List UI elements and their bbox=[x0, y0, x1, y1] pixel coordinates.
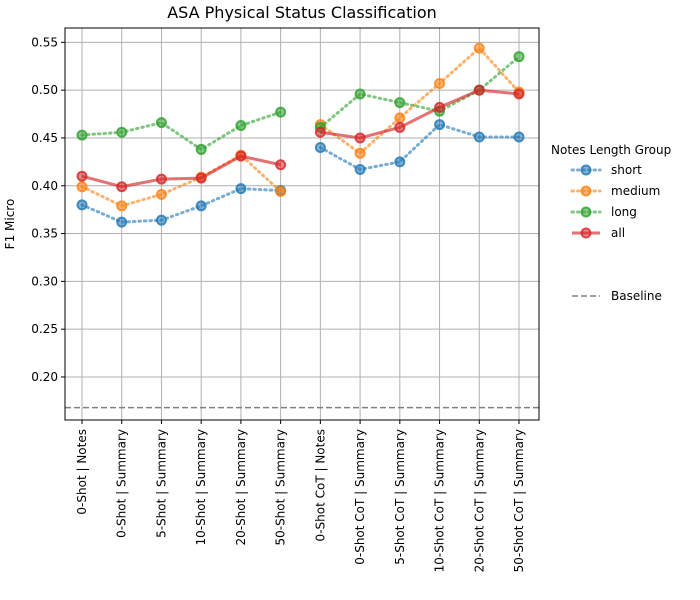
y-tick-label: 0.40 bbox=[31, 179, 58, 193]
x-tick-label: 20-Shot | Summary bbox=[234, 429, 248, 546]
x-tick-label: 5-Shot | Summary bbox=[154, 429, 168, 538]
grid bbox=[65, 28, 539, 420]
data-point-long bbox=[513, 51, 525, 63]
x-tick-label: 20-Shot CoT | Summary bbox=[472, 429, 486, 572]
x-tick-label: 0-Shot | Notes bbox=[75, 429, 89, 515]
data-point-long bbox=[354, 88, 366, 100]
data-point-all bbox=[275, 159, 287, 171]
data-point-short bbox=[513, 131, 525, 143]
series-line-all bbox=[320, 88, 520, 140]
chart-title: ASA Physical Status Classification bbox=[167, 3, 437, 22]
series-line-short bbox=[80, 187, 283, 224]
data-point-all bbox=[394, 121, 406, 133]
legend-title: Notes Length Group bbox=[551, 143, 671, 157]
data-point-all bbox=[195, 172, 207, 184]
data-point-long bbox=[155, 117, 167, 129]
data-point-all bbox=[155, 173, 167, 185]
data-point-short bbox=[314, 142, 326, 154]
data-point-short bbox=[473, 131, 485, 143]
data-point-short bbox=[195, 200, 207, 212]
y-tick-label: 0.50 bbox=[31, 83, 58, 97]
legend-marker-medium bbox=[580, 185, 592, 197]
x-tick-label: 5-Shot CoT | Summary bbox=[393, 429, 407, 565]
data-point-long bbox=[195, 143, 207, 155]
y-tick-label: 0.25 bbox=[31, 322, 58, 336]
data-point-medium bbox=[354, 147, 366, 159]
x-axis-ticks: 0-Shot | Notes 0-Shot | Summary 5-Shot | S… bbox=[75, 420, 526, 572]
data-point-long bbox=[235, 120, 247, 132]
x-tick-label: 0-Shot CoT | Notes bbox=[313, 429, 327, 541]
legend-label-short: short bbox=[611, 163, 642, 177]
y-tick-label: 0.35 bbox=[31, 227, 58, 241]
x-tick-label: 0-Shot CoT | Summary bbox=[353, 429, 367, 565]
x-tick-label: 10-Shot CoT | Summary bbox=[433, 429, 447, 572]
data-point-short bbox=[434, 119, 446, 131]
y-tick-label: 0.55 bbox=[31, 35, 58, 49]
data-point-short bbox=[116, 216, 128, 228]
legend-marker-all bbox=[580, 227, 592, 239]
y-tick-label: 0.20 bbox=[31, 370, 58, 384]
x-tick-label: 0-Shot | Summary bbox=[115, 429, 129, 538]
legend-label-all: all bbox=[611, 226, 625, 240]
data-point-all bbox=[513, 88, 525, 100]
data-point-short bbox=[354, 164, 366, 176]
y-tick-label: 0.45 bbox=[31, 131, 58, 145]
data-point-medium bbox=[116, 200, 128, 212]
legend-marker-long bbox=[580, 206, 592, 218]
series-line-medium bbox=[80, 153, 283, 208]
data-point-long bbox=[394, 97, 406, 109]
data-point-all bbox=[314, 126, 326, 138]
series-line-long bbox=[318, 55, 521, 129]
series-layer bbox=[76, 42, 525, 228]
data-point-long bbox=[275, 106, 287, 118]
legend-label-long: long bbox=[611, 205, 637, 219]
legend-marker-short bbox=[580, 164, 592, 176]
data-point-long bbox=[76, 129, 88, 141]
data-point-all bbox=[434, 101, 446, 113]
data-point-medium bbox=[275, 185, 287, 197]
data-point-short bbox=[394, 156, 406, 168]
series-line-medium bbox=[318, 46, 521, 155]
data-point-medium bbox=[394, 112, 406, 124]
data-point-medium bbox=[473, 42, 485, 54]
y-axis-ticks: 0.20 0.25 0.30 0.35 0.40 0.45 0.50 0.55 bbox=[31, 35, 65, 384]
data-point-short bbox=[155, 214, 167, 226]
x-tick-label: 50-Shot CoT | Summary bbox=[512, 429, 526, 572]
data-point-medium bbox=[76, 181, 88, 193]
series-line-long bbox=[80, 110, 283, 151]
series-all bbox=[76, 84, 525, 193]
data-point-all bbox=[354, 132, 366, 144]
x-tick-label: 10-Shot | Summary bbox=[194, 429, 208, 546]
y-tick-label: 0.30 bbox=[31, 274, 58, 288]
data-point-medium bbox=[155, 188, 167, 200]
data-point-short bbox=[235, 183, 247, 195]
data-point-all bbox=[235, 150, 247, 162]
series-line-all bbox=[81, 154, 281, 189]
plot-frame bbox=[64, 27, 540, 421]
x-tick-label: 50-Shot | Summary bbox=[274, 429, 288, 546]
data-point-long bbox=[116, 126, 128, 138]
legend: Notes Length Group short medium long all Bas… bbox=[551, 143, 671, 303]
data-point-short bbox=[76, 199, 88, 211]
series-short bbox=[76, 119, 525, 228]
y-axis-label: F1 Micro bbox=[3, 199, 17, 250]
data-point-all bbox=[473, 84, 485, 96]
legend-label-baseline: Baseline bbox=[611, 289, 662, 303]
data-point-all bbox=[76, 170, 88, 182]
data-point-all bbox=[116, 181, 128, 193]
data-point-medium bbox=[434, 77, 446, 89]
series-line-short bbox=[318, 123, 521, 172]
legend-label-medium: medium bbox=[611, 184, 660, 198]
